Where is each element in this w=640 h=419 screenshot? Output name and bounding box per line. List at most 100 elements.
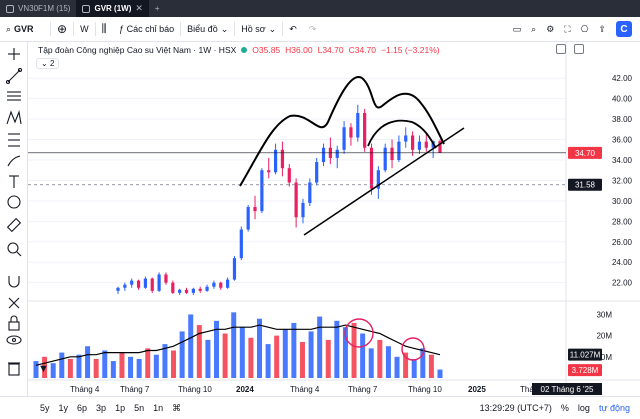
volume-bar — [93, 358, 99, 378]
volume-bar — [291, 322, 297, 378]
volume-bar — [351, 322, 357, 378]
range-1p[interactable]: 1p — [115, 402, 126, 413]
candle-body — [363, 112, 367, 148]
share-icon[interactable]: ⇪ — [598, 23, 606, 34]
time-axis-label: Tháng 4 — [70, 385, 100, 394]
candle-body — [164, 274, 168, 283]
maximize-icon[interactable] — [556, 44, 566, 54]
trend-line-icon[interactable] — [5, 67, 23, 85]
time-axis-label: Tháng 10 — [408, 385, 442, 394]
lock-icon[interactable] — [8, 315, 20, 331]
camera-icon[interactable]: ⎔ — [580, 23, 589, 34]
divider — [234, 22, 236, 36]
undo-button[interactable]: ↶ — [283, 17, 303, 42]
brand-badge[interactable]: C — [616, 21, 632, 37]
clock-time[interactable]: 13:29:29 (UTC+7) — [479, 403, 552, 413]
crosshair-icon[interactable] — [8, 48, 20, 60]
projection-icon[interactable] — [8, 133, 20, 147]
chart-tab-icon — [6, 4, 14, 13]
volume-bar — [368, 348, 374, 378]
window-tab-vn30f1m[interactable]: VN30F1M (15) — [0, 0, 76, 17]
divider — [73, 22, 75, 36]
pattern-icon[interactable] — [6, 109, 22, 125]
volume-bar — [145, 348, 151, 378]
date-range-icon[interactable]: ⌘ — [172, 402, 182, 413]
indicators-button[interactable]: ƒ Các chỉ báo — [113, 17, 181, 42]
zoom-icon[interactable] — [7, 242, 22, 257]
volume-bar — [67, 358, 73, 378]
candle-body — [376, 170, 380, 189]
percent-toggle[interactable]: % — [560, 403, 569, 413]
candle-body — [123, 284, 127, 288]
candle-body — [404, 135, 408, 142]
bar-style-button[interactable]: ⫼ — [96, 17, 113, 42]
range-5y[interactable]: 5y — [40, 402, 50, 413]
text-icon[interactable] — [9, 175, 19, 188]
range-5n[interactable]: 5n — [134, 402, 145, 413]
plus-circle-icon: ⊕ — [57, 22, 68, 36]
volume-bar — [231, 312, 237, 378]
crosshair-price-tag-bg — [568, 178, 602, 191]
auto-toggle[interactable]: tự động — [598, 403, 630, 413]
range-1n[interactable]: 1n — [153, 402, 164, 413]
chart-type-dropdown[interactable]: Biểu đồ ⌄ — [181, 17, 234, 42]
volume-bar — [128, 356, 134, 378]
candle-body — [136, 280, 141, 288]
volume-bar — [274, 335, 280, 378]
legend-collapse-button[interactable]: ⌄ 2 — [36, 58, 60, 69]
volume-axis-label: 30M — [596, 310, 612, 319]
emoji-icon[interactable] — [7, 195, 21, 209]
restore-icon[interactable] — [574, 44, 584, 54]
volume-bar — [256, 318, 262, 378]
range-3p[interactable]: 3p — [96, 402, 107, 413]
trash-icon[interactable] — [8, 362, 20, 376]
legend-close: C34.70 — [348, 45, 377, 55]
price-axis-label: 28.00 — [612, 217, 633, 226]
volume-bar — [33, 361, 39, 378]
volume-axis-label: 10M — [596, 353, 612, 362]
time-axis-label: Tháng 7 — [348, 385, 378, 394]
magnet-icon[interactable] — [8, 276, 20, 288]
fullscreen-icon[interactable]: ⛶ — [564, 23, 571, 34]
range-1y[interactable]: 1y — [58, 402, 69, 413]
bottom-bar: 5y 1y 6p 3p 1p 5n 1n ⌘ 13:29:29 (UTC+7) … — [0, 396, 640, 419]
ruler-icon[interactable] — [6, 217, 22, 233]
gear-icon[interactable]: ⚙ — [546, 23, 555, 34]
pane-tools — [556, 44, 584, 54]
compare-button[interactable]: ⊕ — [51, 17, 73, 42]
candle-body — [267, 170, 271, 173]
volume-bar — [59, 352, 65, 378]
candle-body — [253, 207, 257, 212]
lock-draw-icon[interactable] — [8, 297, 20, 309]
symbol-search[interactable]: ⌕ GVR — [0, 17, 50, 42]
volume-bar — [153, 354, 159, 378]
candle-body — [410, 135, 415, 150]
legend-low: L34.70 — [317, 45, 344, 55]
layout-icon[interactable]: ▭ — [512, 23, 522, 34]
range-6p[interactable]: 6p — [77, 402, 88, 413]
chart-pane[interactable]: 42.00 40.00 38.00 36.00 34.00 32.00 30.00 28.00… — [28, 42, 640, 396]
time-axis-label: Tháng 4 — [290, 385, 320, 394]
fib-icon[interactable] — [7, 91, 21, 101]
head-shoulders-drawing — [239, 76, 445, 187]
volume-bar — [325, 339, 331, 378]
redo-button[interactable]: ↷ — [303, 17, 323, 42]
search-icon[interactable]: ⌕ — [531, 23, 537, 34]
interval-button[interactable]: W — [74, 17, 95, 42]
candle-body — [226, 279, 230, 288]
tradingview-logo-icon: ▼ — [38, 363, 49, 375]
eye-icon[interactable] — [6, 335, 22, 345]
candle-body — [232, 258, 237, 280]
new-tab-button[interactable]: + — [149, 0, 166, 17]
volume-bar — [403, 352, 409, 378]
volume-bar — [377, 339, 383, 378]
volume-bar — [171, 350, 177, 378]
brush-icon[interactable] — [7, 155, 21, 167]
crosshair-date-label: 02 Tháng 6 '25 — [541, 385, 595, 394]
log-toggle[interactable]: log — [577, 403, 590, 413]
window-tab-gvr[interactable]: GVR (1W) ✕ — [76, 0, 149, 17]
candle-body — [301, 202, 305, 218]
profile-dropdown[interactable]: Hồ sơ ⌄ — [235, 17, 282, 42]
close-icon[interactable]: ✕ — [135, 3, 143, 13]
volume-bar — [265, 344, 271, 378]
